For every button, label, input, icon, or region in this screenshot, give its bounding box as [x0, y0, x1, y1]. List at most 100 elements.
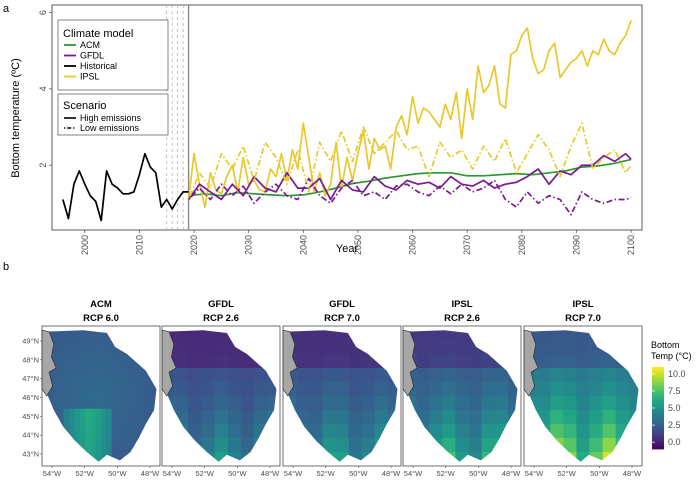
map-cell	[322, 424, 336, 439]
map-cell	[348, 410, 362, 425]
map-cell	[138, 402, 145, 410]
map-cell	[309, 382, 323, 397]
map-cell	[138, 421, 145, 429]
map-cell	[455, 354, 469, 369]
map-cell	[101, 332, 107, 340]
map-cell	[602, 396, 617, 411]
colorbar-step	[652, 443, 664, 446]
map-cell	[68, 383, 75, 391]
colorbar-title-2: Temp (°C)	[651, 351, 692, 361]
map-cell	[68, 370, 75, 378]
map-cell	[122, 415, 129, 422]
colorbar-step	[652, 432, 664, 435]
map-cell	[296, 354, 310, 369]
map-cell	[296, 340, 310, 355]
map-cell	[79, 408, 86, 416]
map-cell	[214, 452, 228, 462]
map-cell	[111, 357, 118, 365]
map-cell	[122, 440, 129, 448]
map-cell	[111, 389, 118, 397]
lon-tick-label: 54°W	[404, 469, 423, 478]
map-cell	[335, 368, 349, 383]
map-cell	[127, 415, 134, 422]
map-cell	[90, 434, 97, 442]
map-cell	[335, 382, 349, 397]
map-cell	[63, 332, 70, 340]
map-cell	[101, 383, 107, 391]
map-cell	[79, 396, 86, 403]
map-cell	[201, 330, 215, 341]
map-cell	[589, 368, 603, 383]
map-cell	[227, 368, 241, 383]
map-cell	[335, 330, 349, 341]
lon-tick-label: 52°W	[557, 469, 576, 478]
colorbar-step	[652, 429, 664, 432]
series-ipsl-high-emissions	[187, 20, 632, 208]
map-cell	[79, 383, 86, 391]
map-cell	[133, 421, 140, 429]
colorbar-step	[652, 373, 664, 376]
lon-tick-label: 52°W	[316, 469, 335, 478]
line-chart: 2 4 6 2000 2010 2020 2030 2040 2050 2060 2070 2080…	[10, 4, 643, 255]
map-cell	[528, 330, 538, 341]
map-cell	[133, 396, 140, 403]
map-cell	[79, 364, 86, 372]
colorbar-step	[652, 427, 664, 429]
map-cell	[127, 408, 134, 416]
map-cell	[322, 330, 336, 341]
map-cell	[68, 415, 75, 422]
map-cell	[374, 382, 389, 397]
x-tick-label: 2040	[298, 235, 308, 255]
map-cell	[111, 396, 118, 403]
map-cell	[507, 382, 518, 397]
map-cell	[90, 453, 97, 461]
colorbar-step	[652, 382, 664, 384]
map-model-title: IPSL	[451, 299, 472, 310]
map-cell	[201, 396, 215, 411]
map-cell	[79, 351, 86, 359]
colorbar-step	[652, 439, 664, 442]
map-cell	[84, 446, 91, 454]
map-cell	[84, 357, 91, 365]
map-cell	[227, 382, 241, 397]
maps: ACM RCP 6.0 54°W 52°W 50°W 48°W 49°N 48°N 47°N 46…	[22, 299, 643, 478]
map-cell	[127, 446, 134, 454]
map-cell	[90, 415, 97, 422]
map-cell	[63, 370, 70, 378]
map-cell	[63, 389, 70, 397]
map-cell	[106, 402, 113, 410]
map-cell	[309, 396, 323, 411]
map-cell	[101, 440, 107, 448]
map-panel-3: GFDL RCP 7.0 54°W 52°W 50°W 48°W	[282, 299, 402, 478]
map-cell	[143, 383, 150, 391]
map-cell	[143, 370, 150, 378]
map-cell	[214, 424, 228, 439]
map-cell	[95, 402, 102, 410]
map-cell	[58, 345, 64, 352]
map-cell	[563, 354, 577, 369]
map-cell	[63, 396, 70, 403]
colorbar-step	[652, 446, 664, 449]
map-cell	[240, 438, 255, 453]
map-cell	[74, 351, 81, 359]
map-cell	[240, 396, 255, 411]
map-cell	[52, 338, 59, 346]
map-cell	[84, 330, 91, 333]
map-cell	[90, 332, 97, 340]
map-cell	[455, 368, 469, 383]
map-cell	[374, 410, 389, 425]
map-cell	[122, 364, 129, 372]
map-cell	[111, 421, 118, 429]
map-cell	[550, 382, 564, 397]
map-cell	[122, 421, 129, 429]
map-cell	[95, 357, 102, 365]
colorbar-step	[652, 440, 664, 443]
map-cell	[111, 415, 118, 422]
map-cell	[309, 410, 323, 425]
map-cell	[58, 357, 64, 365]
map-cell	[615, 382, 630, 397]
map-cell	[74, 434, 81, 442]
lon-tick-label: 50°W	[108, 469, 127, 478]
map-cell	[407, 330, 417, 341]
map-cell	[111, 383, 118, 391]
